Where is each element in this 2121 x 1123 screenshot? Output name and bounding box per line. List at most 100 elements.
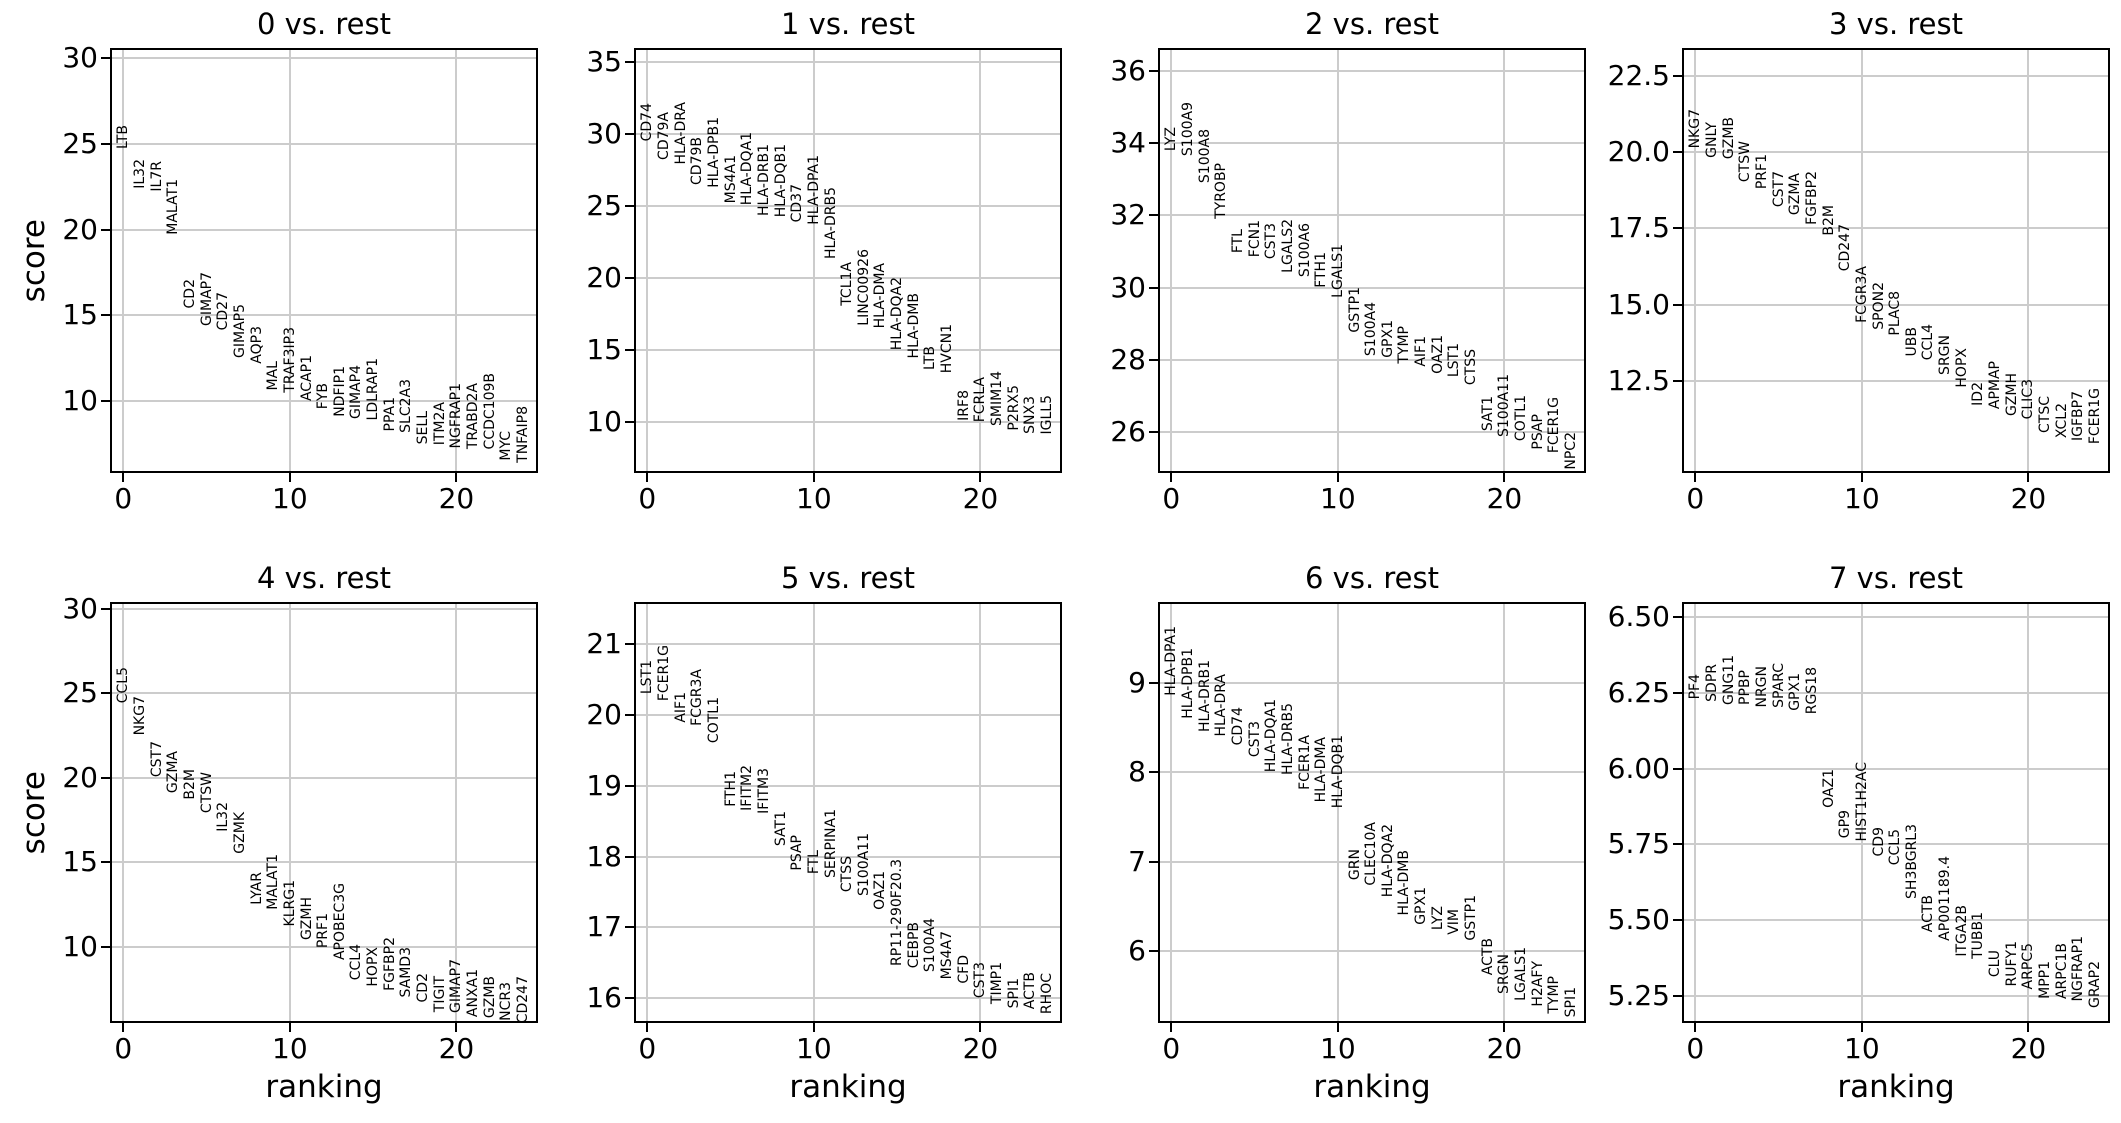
y-gridline — [634, 205, 1062, 208]
y-axis-label: score — [16, 218, 52, 303]
y-tick-label: 20 — [62, 212, 98, 246]
gene-label: CCL5 — [1887, 829, 1904, 866]
gene-label: GNG11 — [1720, 654, 1737, 705]
y-gridline — [634, 784, 1062, 787]
gene-label: IFITM2 — [739, 764, 756, 811]
y-tick-label: 7 — [1128, 844, 1146, 878]
gene-label: CD74 — [639, 103, 656, 142]
y-tick-mark — [1149, 771, 1158, 774]
x-tick-label: 10 — [1844, 482, 1880, 515]
gene-label: AP001189.4 — [1937, 856, 1954, 942]
gene-label: FCER1G — [655, 644, 672, 702]
gene-label: CST3 — [972, 962, 989, 999]
x-gridline — [122, 602, 125, 1023]
gene-label: LYAR — [248, 871, 265, 905]
gene-label: CST3 — [1263, 222, 1280, 259]
gene-label: LST1 — [1446, 343, 1463, 378]
x-tick-label: 0 — [1162, 1032, 1181, 1065]
gene-label: ITGA2B — [1953, 904, 1970, 957]
y-tick-mark — [101, 314, 110, 317]
y-tick-label: 35 — [586, 45, 622, 79]
y-tick-mark — [1673, 767, 1682, 770]
y-tick-label: 25 — [586, 189, 622, 223]
gene-label: RUFY1 — [2003, 941, 2020, 987]
y-tick-mark — [625, 133, 634, 136]
subplot-title: 2 vs. rest — [1305, 7, 1439, 41]
subplot-title: 7 vs. rest — [1829, 561, 1963, 595]
gene-label: CD2 — [415, 973, 432, 1003]
gene-label: CLEC10A — [1363, 822, 1380, 886]
gene-label: SLC2A3 — [398, 378, 415, 433]
y-tick-label: 36 — [1110, 54, 1146, 88]
x-tick-label: 20 — [2010, 482, 2047, 515]
gene-label: CD247 — [1837, 223, 1854, 272]
gene-label: GZMH — [298, 897, 315, 941]
x-tick-label: 10 — [272, 482, 308, 515]
gene-label: OAZ1 — [1820, 769, 1837, 808]
gene-label: MS4A7 — [939, 931, 956, 980]
y-gridline — [1682, 919, 2110, 922]
gene-label: CD79B — [689, 136, 706, 185]
y-gridline — [1682, 691, 2110, 694]
y-tick-mark — [1673, 994, 1682, 997]
gene-label: GZMB — [1720, 117, 1737, 160]
y-tick-mark — [1673, 303, 1682, 306]
y-tick-mark — [101, 861, 110, 864]
gene-label: AIF1 — [1413, 336, 1430, 367]
gene-label: S100A6 — [1296, 222, 1313, 277]
gene-label: FTH1 — [1313, 251, 1330, 288]
gene-label: HLA-DMA — [872, 263, 889, 329]
gene-label: FYB — [315, 383, 332, 410]
y-tick-mark — [1149, 70, 1158, 73]
x-gridline — [1694, 602, 1697, 1023]
gene-label: HLA-DPA1 — [805, 155, 822, 225]
gene-label: FCER1G — [2087, 387, 2103, 444]
y-tick-mark — [1149, 286, 1158, 289]
y-gridline — [110, 776, 538, 779]
gene-label: CD2 — [181, 279, 198, 309]
gene-label: CEBPB — [905, 922, 922, 969]
gene-label: NDFIP1 — [331, 365, 348, 417]
gene-label: HLA-DQA2 — [1379, 824, 1396, 898]
x-gridline — [2027, 48, 2030, 473]
gene-label: S100A9 — [1179, 101, 1196, 157]
y-tick-mark — [1149, 950, 1158, 953]
y-tick-mark — [625, 784, 634, 787]
y-gridline — [1682, 380, 2110, 383]
subplot-title: 6 vs. rest — [1305, 561, 1439, 595]
gene-label: FCN1 — [1246, 219, 1263, 257]
gene-label: TCL1A — [839, 261, 856, 306]
axes-box — [1682, 602, 2110, 1023]
gene-label: HVCN1 — [939, 323, 956, 374]
gene-label: NGFRAP1 — [2070, 936, 2087, 1002]
x-gridline — [455, 48, 458, 473]
x-tick-mark — [122, 1023, 125, 1032]
gene-label: CTSS — [839, 855, 856, 893]
gene-label: CLU — [1987, 950, 2004, 978]
subplot-title: 1 vs. rest — [781, 7, 915, 41]
x-tick-label: 10 — [1320, 1032, 1356, 1065]
gene-label: SAT1 — [1479, 396, 1496, 432]
y-tick-mark — [101, 945, 110, 948]
x-tick-label: 0 — [1686, 1032, 1705, 1065]
gene-label: MPP1 — [2037, 960, 2054, 999]
x-gridline — [812, 48, 815, 473]
y-tick-label: 22.5 — [1607, 58, 1670, 92]
gene-label: TUBB1 — [1970, 912, 1987, 960]
y-tick-mark — [101, 776, 110, 779]
x-gridline — [455, 602, 458, 1023]
gene-label: HLA-DPB1 — [1179, 647, 1196, 719]
x-tick-mark — [1860, 1023, 1863, 1032]
y-tick-label: 26 — [1110, 414, 1146, 448]
gene-label: CLIC3 — [2020, 379, 2037, 420]
gene-label: NRGN — [1753, 666, 1770, 708]
gene-label: P2RX5 — [1005, 384, 1022, 431]
x-gridline — [812, 602, 815, 1023]
y-tick-mark — [625, 349, 634, 352]
gene-label: FTL — [805, 850, 822, 875]
y-gridline — [1158, 142, 1586, 145]
gene-label: TRABD2A — [465, 382, 482, 449]
y-tick-label: 15 — [62, 845, 98, 879]
gene-label: GIMAP7 — [448, 958, 465, 1013]
gene-label: NPC2 — [1563, 431, 1579, 470]
